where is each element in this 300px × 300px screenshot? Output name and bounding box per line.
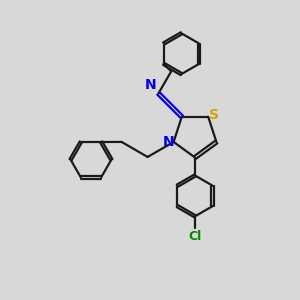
Text: Cl: Cl [188, 230, 202, 243]
Text: N: N [144, 78, 156, 92]
Text: N: N [162, 135, 174, 149]
Text: S: S [208, 108, 219, 122]
